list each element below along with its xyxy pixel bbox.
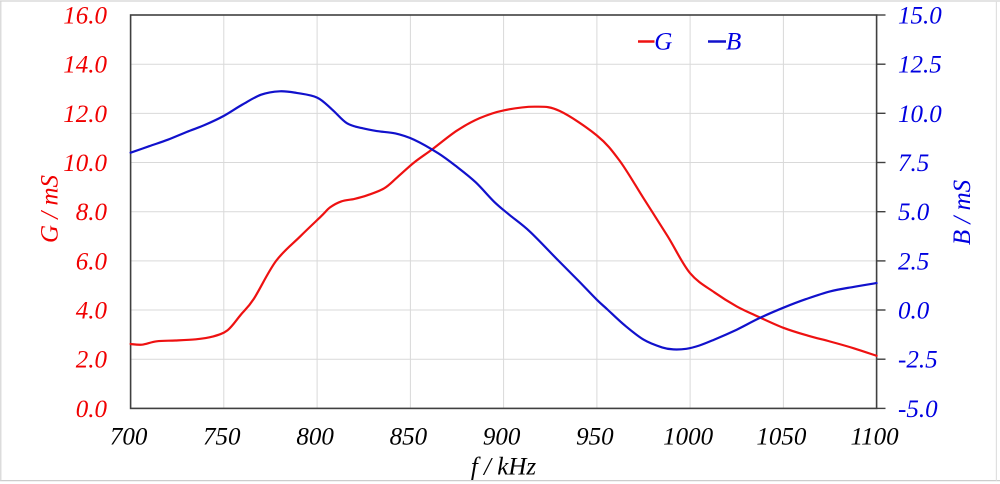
svg-text:0.0: 0.0 [76, 396, 108, 423]
svg-text:G / mS: G / mS [36, 174, 63, 243]
svg-text:1050: 1050 [756, 424, 807, 451]
svg-text:950: 950 [576, 424, 614, 451]
svg-text:700: 700 [110, 424, 148, 451]
svg-text:f / kHz: f / kHz [471, 453, 537, 480]
svg-text:-5.0: -5.0 [898, 396, 938, 423]
svg-text:1000: 1000 [663, 424, 714, 451]
svg-text:0.0: 0.0 [898, 297, 930, 324]
svg-text:12.0: 12.0 [63, 101, 107, 128]
svg-text:2.0: 2.0 [76, 347, 108, 374]
svg-text:900: 900 [483, 424, 521, 451]
svg-text:G: G [654, 29, 672, 56]
svg-text:2.5: 2.5 [898, 248, 929, 275]
svg-text:850: 850 [390, 424, 428, 451]
svg-text:12.5: 12.5 [898, 52, 942, 79]
svg-text:750: 750 [203, 424, 241, 451]
svg-text:B: B [726, 29, 741, 56]
svg-text:800: 800 [296, 424, 334, 451]
svg-text:7.5: 7.5 [898, 150, 929, 177]
svg-text:8.0: 8.0 [76, 199, 108, 226]
svg-text:15.0: 15.0 [898, 2, 942, 29]
svg-text:6.0: 6.0 [76, 248, 108, 275]
svg-text:-2.5: -2.5 [898, 347, 938, 374]
svg-text:10.0: 10.0 [898, 101, 942, 128]
svg-text:4.0: 4.0 [76, 297, 108, 324]
svg-text:5.0: 5.0 [898, 199, 930, 226]
svg-text:10.0: 10.0 [63, 150, 107, 177]
svg-text:16.0: 16.0 [63, 2, 107, 29]
svg-text:14.0: 14.0 [63, 52, 107, 79]
svg-text:B / mS: B / mS [949, 179, 976, 245]
svg-text:1100: 1100 [851, 424, 900, 451]
